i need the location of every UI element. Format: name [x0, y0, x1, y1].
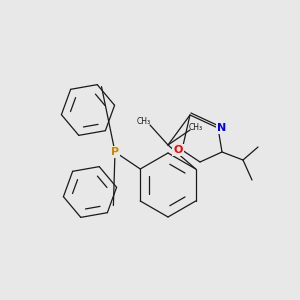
Text: O: O: [173, 145, 183, 155]
Text: CH₃: CH₃: [137, 118, 151, 127]
Text: P: P: [111, 147, 119, 157]
Text: CH₃: CH₃: [189, 124, 203, 133]
Text: N: N: [218, 123, 226, 133]
